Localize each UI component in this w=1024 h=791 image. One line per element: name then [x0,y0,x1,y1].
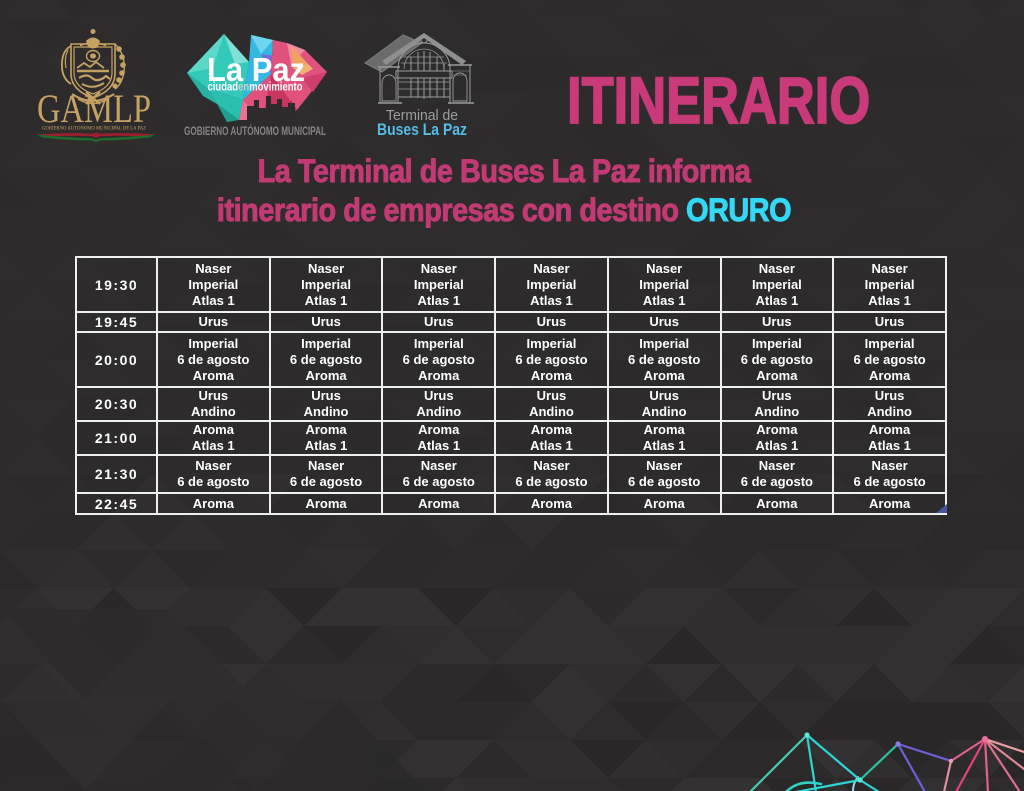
svg-text:ciudadenmovimiento: ciudadenmovimiento [208,82,303,94]
svg-text:GOBIERNO AUTÓNOMO MUNICIPAL: GOBIERNO AUTÓNOMO MUNICIPAL [184,125,326,138]
svg-text:Buses La Paz: Buses La Paz [377,120,467,139]
svg-text:Terminal de: Terminal de [386,107,458,124]
svg-text:GAMLP: GAMLP [37,86,151,131]
svg-text:La Paz: La Paz [207,51,305,88]
svg-text:GOBIERNO AUTONOMO MUNICIPAL DE: GOBIERNO AUTONOMO MUNICIPAL DE LA PAZ [42,127,146,132]
